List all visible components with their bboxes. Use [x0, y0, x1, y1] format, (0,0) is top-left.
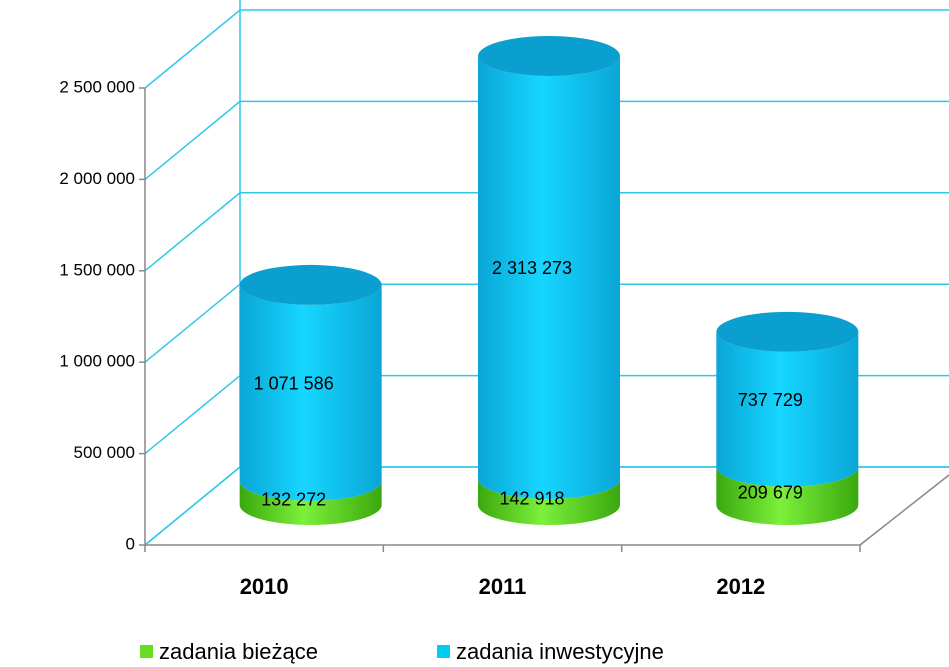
x-tick-label: 2011	[479, 574, 527, 599]
legend-swatch	[437, 645, 450, 658]
labels: 0 500 000 1 000 000 1 500 000 2 000 000 2 500…	[59, 77, 803, 663]
value-label: 209 679	[738, 483, 803, 503]
cylinder-segment	[239, 284, 382, 501]
floor-right-edge	[859, 474, 949, 546]
cylinder-segment	[478, 56, 620, 499]
value-label: 737 729	[738, 390, 803, 410]
value-label: 2 313 273	[492, 258, 572, 278]
x-tick-label: 2010	[240, 574, 289, 599]
y-tick-label: 500 000	[74, 443, 135, 462]
cylinder-top	[716, 311, 859, 352]
y-tick-label: 0	[126, 534, 135, 553]
value-label: 1 071 586	[254, 374, 334, 394]
cylinder-segment	[478, 478, 620, 525]
legend-swatch	[140, 645, 153, 658]
cylinder-segment	[239, 480, 382, 525]
value-label: 142 918	[499, 489, 564, 509]
cylinder-top	[478, 36, 620, 77]
legend-label: zadania inwestycyjne	[456, 639, 664, 664]
value-label: 132 272	[261, 490, 326, 510]
grid-line	[144, 192, 949, 272]
y-tick-label: 2 000 000	[59, 169, 135, 188]
y-tick-label: 2 500 000	[59, 77, 135, 96]
grid-line	[144, 9, 949, 89]
marks	[239, 36, 859, 525]
x-tick-label: 2012	[716, 574, 765, 599]
legend-label: zadania bieżące	[159, 639, 318, 664]
y-tick-label: 1 500 000	[59, 260, 135, 279]
y-tick-label: 1 000 000	[59, 352, 135, 371]
cylinder-segment	[716, 331, 859, 487]
cylinder-segment	[716, 466, 859, 525]
grid-line	[144, 100, 949, 180]
cylinder-top	[239, 264, 382, 305]
